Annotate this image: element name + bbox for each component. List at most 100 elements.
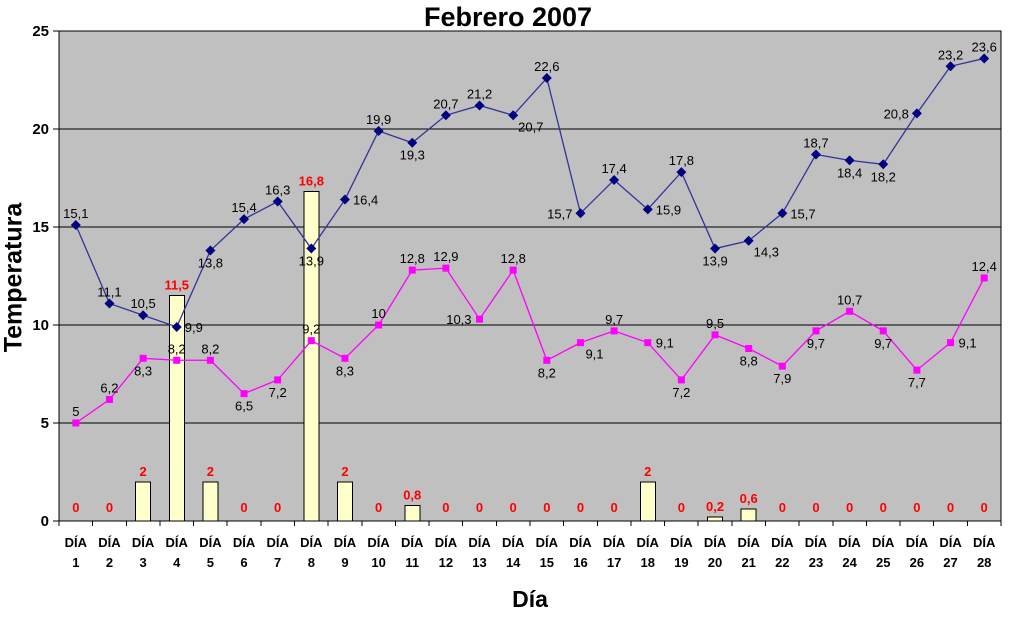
square-marker	[375, 321, 383, 329]
square-marker	[576, 339, 584, 347]
diamond-marker	[777, 208, 788, 219]
x-tick-label-word: DÍA	[939, 535, 962, 550]
square-marker	[105, 395, 113, 403]
data-label: 15,7	[790, 206, 815, 221]
bar	[168, 295, 185, 522]
x-tick-label-number: 14	[506, 555, 521, 570]
x-tick-label-number: 4	[173, 555, 181, 570]
x-tick-label-number: 15	[540, 555, 554, 570]
square-marker	[846, 307, 854, 315]
bar-data-label: 0	[543, 500, 550, 515]
square-marker	[913, 366, 921, 374]
x-tick-label-word: DÍA	[569, 535, 592, 550]
x-tick-label-word: DÍA	[468, 535, 491, 550]
bar	[740, 508, 757, 522]
data-label: 7,2	[672, 385, 690, 400]
bar-data-label: 0	[72, 500, 79, 515]
square-marker	[610, 327, 618, 335]
x-tick-label-number: 10	[371, 555, 385, 570]
diamond-marker	[575, 208, 586, 219]
diamond-marker	[710, 243, 721, 254]
data-label: 12,9	[433, 249, 458, 264]
data-label: 23,6	[972, 39, 997, 54]
bar	[202, 481, 219, 522]
data-label: 6,5	[235, 399, 253, 414]
square-marker	[677, 376, 685, 384]
diamond-marker	[272, 196, 283, 207]
square-marker	[745, 345, 753, 353]
x-tick-label-word: DÍA	[367, 535, 390, 550]
data-label: 18,4	[837, 165, 862, 180]
x-tick-label-number: 5	[207, 555, 214, 570]
square-marker	[644, 339, 652, 347]
chart-title: Febrero 2007	[423, 2, 593, 32]
x-tick-label-number: 6	[240, 555, 247, 570]
bar-data-label: 0	[880, 500, 887, 515]
diamond-marker	[104, 298, 115, 309]
data-label: 13,8	[198, 256, 223, 271]
data-label: 9,7	[874, 336, 892, 351]
data-label: 8,2	[168, 341, 186, 356]
x-tick-label-number: 28	[977, 555, 991, 570]
x-tick-label-number: 25	[876, 555, 890, 570]
data-label: 7,7	[908, 375, 926, 390]
x-tick-label-word: DÍA	[401, 535, 424, 550]
bar-data-label: 0	[240, 500, 247, 515]
diamond-marker	[945, 61, 956, 72]
x-tick-label-number: 26	[910, 555, 924, 570]
y-tick-labels: 0 5 10 15 20 25	[32, 23, 49, 530]
bar	[135, 481, 152, 522]
x-tick-label-word: DÍA	[300, 535, 323, 550]
data-label: 7,2	[269, 385, 287, 400]
data-label: 10,7	[837, 292, 862, 307]
diamond-marker	[676, 167, 687, 178]
data-label: 12,8	[501, 251, 526, 266]
x-tick-label-word: DÍA	[670, 535, 693, 550]
x-tick-label-number: 9	[341, 555, 348, 570]
data-label: 19,9	[366, 112, 391, 127]
data-label: 20,8	[884, 106, 909, 121]
data-label: 9,5	[706, 316, 724, 331]
square-marker	[139, 354, 147, 362]
diamond-marker	[541, 73, 552, 84]
x-tick-label-word: DÍA	[805, 535, 828, 550]
bar-data-label: 0	[476, 500, 483, 515]
bar-data-label: 0	[981, 500, 988, 515]
diamond-marker	[508, 110, 519, 121]
data-label: 20,7	[518, 119, 543, 134]
data-label: 8,2	[538, 365, 556, 380]
x-tick-label-number: 23	[809, 555, 823, 570]
square-marker	[947, 339, 955, 347]
diamond-marker	[205, 245, 216, 256]
x-tick-label-word: DÍA	[266, 535, 289, 550]
bar-data-label: 0	[846, 500, 853, 515]
x-tick-label-word: DÍA	[603, 535, 626, 550]
data-label: 11,1	[97, 284, 121, 299]
square-marker	[307, 337, 315, 345]
x-tick-label-word: DÍA	[65, 535, 88, 550]
diamond-marker	[878, 159, 889, 170]
x-tick-label-word: DÍA	[737, 535, 760, 550]
y-tick-label: 20	[32, 121, 49, 138]
data-label: 9,7	[807, 336, 825, 351]
x-tick-label-word: DÍA	[838, 535, 861, 550]
x-tick-label-word: DÍA	[536, 535, 559, 550]
x-tick-label-word: DÍA	[502, 535, 525, 550]
x-tick-label-number: 2	[106, 555, 113, 570]
y-tick-label: 25	[32, 23, 49, 40]
x-tick-label-number: 7	[274, 555, 281, 570]
x-axis-title: Día	[512, 586, 548, 612]
y-tick-label: 0	[41, 513, 49, 530]
x-tick-label-word: DÍA	[906, 535, 929, 550]
y-tick-label: 5	[41, 415, 49, 432]
bar-labels: 0 0 2 11,5 2 0 0 16,8 2 0 0,8 0 0 0 0 0 0 2 0 0,2 0,6 0 0 0 0 0 0 0	[72, 174, 988, 515]
bar	[707, 516, 724, 522]
data-label: 9,7	[605, 312, 623, 327]
diamond-marker	[138, 310, 149, 321]
data-label: 9,1	[585, 347, 603, 362]
square-marker	[206, 356, 214, 364]
data-label: 16,3	[265, 183, 290, 198]
data-label: 9,2	[302, 322, 320, 337]
data-label: 23,2	[938, 47, 963, 62]
